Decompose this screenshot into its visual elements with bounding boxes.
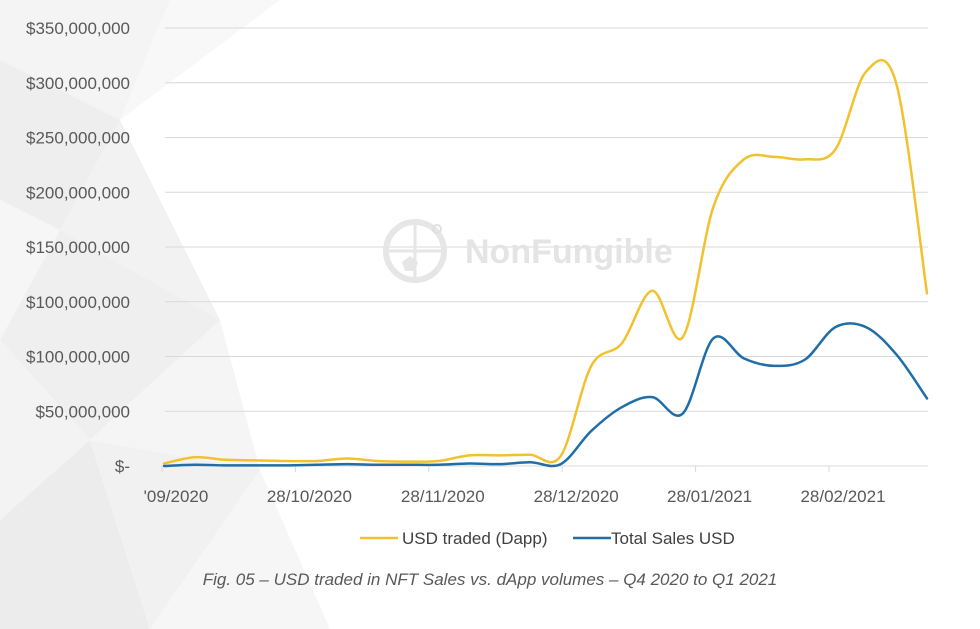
legend: USD traded (Dapp) Total Sales USD: [360, 529, 735, 548]
y-tick-label: $50,000,000: [35, 402, 130, 421]
series-line-usd-traded-dapp: [162, 59, 929, 465]
x-tick-label: 28/11/2020: [401, 487, 485, 506]
y-tick-label: $100,000,000: [26, 348, 130, 367]
series-lines: [162, 59, 929, 468]
y-tick-label: $300,000,000: [26, 74, 130, 93]
x-axis-tick-labels: '09/2020 28/10/2020 28/11/2020 28/12/2020 28…: [144, 487, 886, 506]
x-tick-label: 28/02/2021: [800, 487, 885, 506]
watermark: NonFungible: [383, 219, 673, 283]
y-tick-label: $150,000,000: [26, 238, 130, 257]
x-tick-label: 28/01/2021: [667, 487, 752, 506]
y-tick-label: $100,000,000: [26, 293, 130, 312]
x-tick-label: 28/10/2020: [267, 487, 352, 506]
y-axis-tick-labels: $- $50,000,000 $100,000,000 $100,000,000 $15…: [26, 19, 130, 476]
nonfungible-logo-icon: [383, 219, 447, 283]
watermark-text: NonFungible: [465, 233, 673, 271]
y-tick-label: $350,000,000: [26, 19, 130, 38]
legend-label: Total Sales USD: [611, 529, 735, 548]
y-tick-label: $250,000,000: [26, 129, 130, 148]
figure-caption: Fig. 05 – USD traded in NFT Sales vs. dA…: [202, 570, 778, 589]
y-tick-label: $-: [115, 457, 130, 476]
legend-label: USD traded (Dapp): [402, 529, 548, 548]
x-tick-label: '09/2020: [144, 487, 209, 506]
y-tick-label: $200,000,000: [26, 183, 130, 202]
x-axis: [161, 465, 928, 472]
series-line-total-sales-usd: [162, 322, 929, 468]
grid-lines: [165, 27, 928, 412]
x-tick-label: 28/12/2020: [534, 487, 619, 506]
